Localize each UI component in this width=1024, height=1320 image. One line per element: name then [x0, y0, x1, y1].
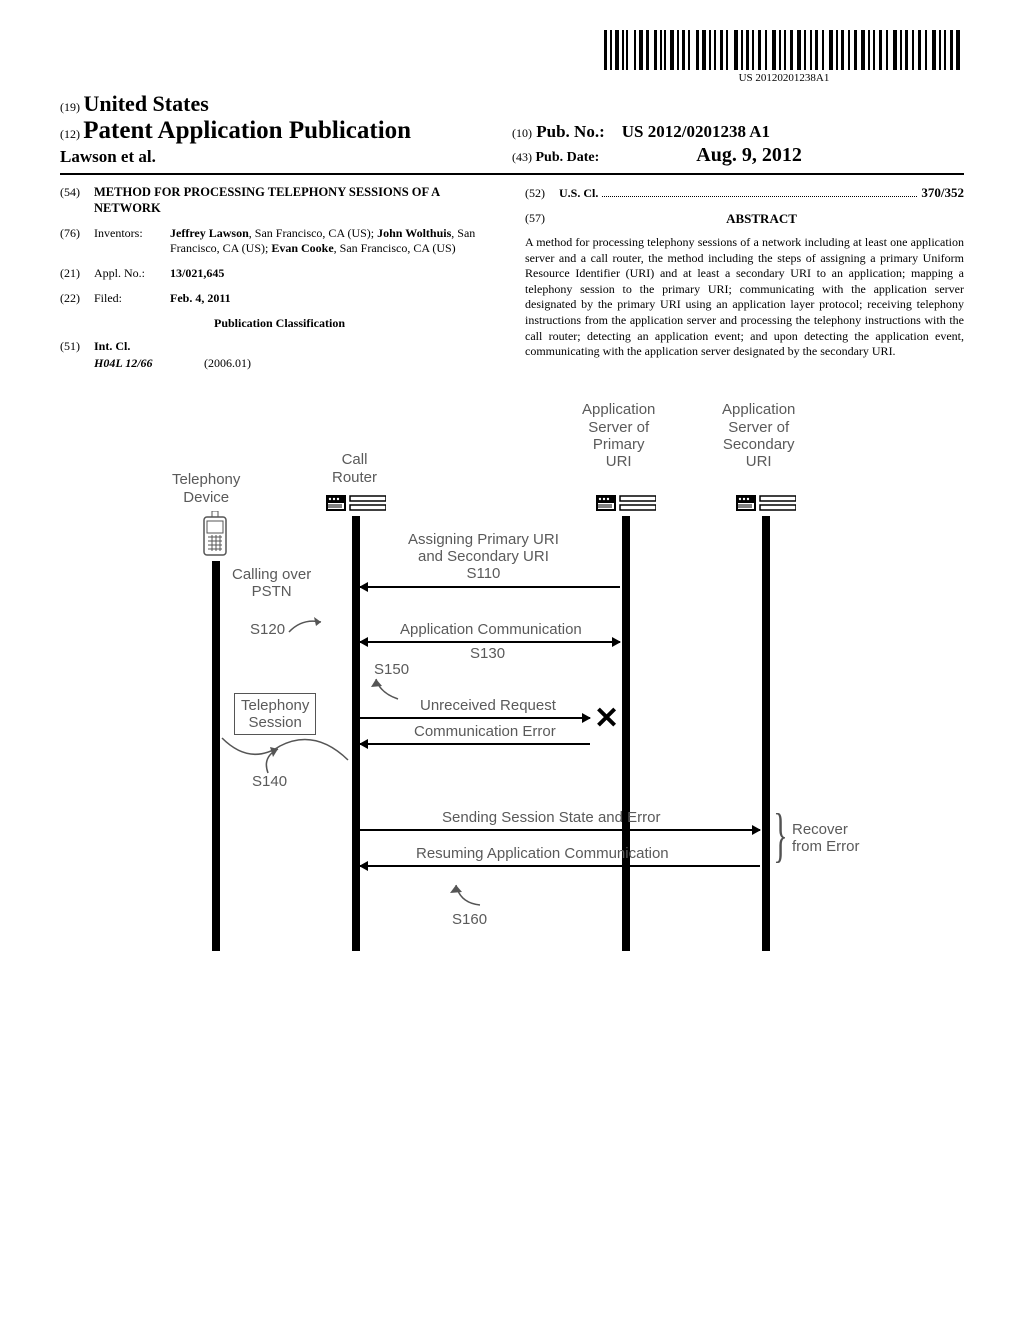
pub-date: Aug. 9, 2012 [696, 144, 802, 166]
pointer-s160 [450, 881, 490, 913]
pointer-s120 [287, 616, 327, 640]
lane-device [212, 561, 220, 951]
lane-primary [622, 516, 630, 951]
label-comm-error: Communication Error [414, 723, 556, 740]
field-num-57: (57) [525, 211, 559, 231]
phone-icon [200, 511, 230, 563]
country: United States [84, 91, 209, 116]
field-num-43: (43) [512, 150, 532, 164]
label-telephony-session: TelephonySession [234, 693, 316, 735]
barcode: US 20120201238A1 [604, 30, 964, 84]
arrow-comm-error [360, 743, 590, 745]
label-send-state: Sending Session State and Error [442, 809, 660, 826]
pub-no-label: Pub. No.: [536, 122, 604, 141]
label-recover: Recoverfrom Error [792, 821, 860, 855]
inventor-2: John Wolthuis [377, 226, 451, 240]
filed-date: Feb. 4, 2011 [170, 291, 231, 306]
field-num-10: (10) [512, 126, 532, 140]
inventor-3: Evan Cooke [271, 241, 333, 255]
label-s120: S120 [250, 621, 285, 638]
applno-label: Appl. No.: [94, 266, 170, 281]
inventor-1: Jeffrey Lawson [170, 226, 249, 240]
authors: Lawson et al. [60, 147, 512, 171]
arrow-resume [360, 865, 760, 867]
label-s130: S130 [470, 645, 505, 662]
inventor-3-loc: , San Francisco, CA (US) [334, 241, 456, 255]
label-telephony-device: TelephonyDevice [172, 471, 240, 506]
label-app-primary: ApplicationServer ofPrimaryURI [582, 401, 655, 470]
field-num-21: (21) [60, 266, 94, 281]
pointer-s150 [370, 677, 410, 707]
barcode-number: US 20120201238A1 [604, 72, 964, 84]
filed-label: Filed: [94, 291, 170, 306]
arrow-s130 [360, 641, 620, 643]
router-icon [326, 493, 386, 513]
brace-icon: } [773, 801, 787, 870]
field-num-19: (19) [60, 100, 80, 114]
barcode-region: US 20120201238A1 [60, 30, 964, 85]
intcl-label: Int. Cl. [94, 339, 130, 354]
label-s110: S110 [466, 565, 500, 582]
x-icon: ✕ [594, 701, 619, 736]
pointer-s140 [260, 747, 290, 779]
bibliographic-columns: (54) METHOD FOR PROCESSING TELEPHONY SES… [60, 185, 964, 371]
invention-title: METHOD FOR PROCESSING TELEPHONY SESSIONS… [94, 185, 499, 216]
arrow-s110 [360, 586, 620, 588]
label-s150: S150 [374, 661, 409, 678]
left-column: (54) METHOD FOR PROCESSING TELEPHONY SES… [60, 185, 499, 371]
abstract-heading: ABSTRACT [559, 211, 964, 227]
server-secondary-icon [736, 493, 796, 513]
uscl: 370/352 [921, 185, 964, 201]
arrow-send-state [360, 829, 760, 831]
inventors-label: Inventors: [94, 226, 170, 256]
label-assign: Assigning Primary URIand Secondary URIS1… [408, 531, 559, 582]
right-column: (52) U.S. Cl. 370/352 (57) ABSTRACT A me… [525, 185, 964, 371]
arrow-unreceived [360, 717, 590, 719]
intcl-code: H04L 12/66 [94, 356, 204, 371]
field-num-12: (12) [60, 127, 80, 141]
field-num-52: (52) [525, 186, 559, 201]
field-num-54: (54) [60, 185, 94, 216]
applno: 13/021,645 [170, 266, 224, 281]
label-unreceived: Unreceived Request [420, 697, 556, 714]
header: (19) United States (12) Patent Applicati… [60, 91, 964, 171]
lane-secondary [762, 516, 770, 951]
divider [60, 173, 964, 175]
abstract-text: A method for processing telephony sessio… [525, 235, 964, 360]
server-primary-icon [596, 493, 656, 513]
label-calling: Calling overPSTN [232, 566, 311, 600]
inventors: Jeffrey Lawson, San Francisco, CA (US); … [170, 226, 499, 256]
label-resume: Resuming Application Communication [416, 845, 669, 862]
publication-type: Patent Application Publication [83, 117, 411, 144]
inventor-1-loc: , San Francisco, CA (US); [249, 226, 377, 240]
label-call-router: CallRouter [332, 451, 377, 486]
field-num-76: (76) [60, 226, 94, 256]
dotted-leader [602, 196, 917, 197]
sequence-diagram: TelephonyDevice CallRouter ApplicationSe… [152, 401, 872, 961]
label-s160: S160 [452, 911, 487, 928]
field-num-51: (51) [60, 339, 94, 354]
publication-classification-heading: Publication Classification [60, 316, 499, 331]
label-app-comm: Application Communication [400, 621, 582, 638]
label-app-secondary: ApplicationServer ofSecondaryURI [722, 401, 795, 470]
pub-no: US 2012/0201238 A1 [622, 122, 770, 141]
pub-date-label: Pub. Date: [536, 150, 600, 165]
uscl-label: U.S. Cl. [559, 186, 598, 201]
field-num-22: (22) [60, 291, 94, 306]
intcl-date: (2006.01) [204, 356, 251, 371]
